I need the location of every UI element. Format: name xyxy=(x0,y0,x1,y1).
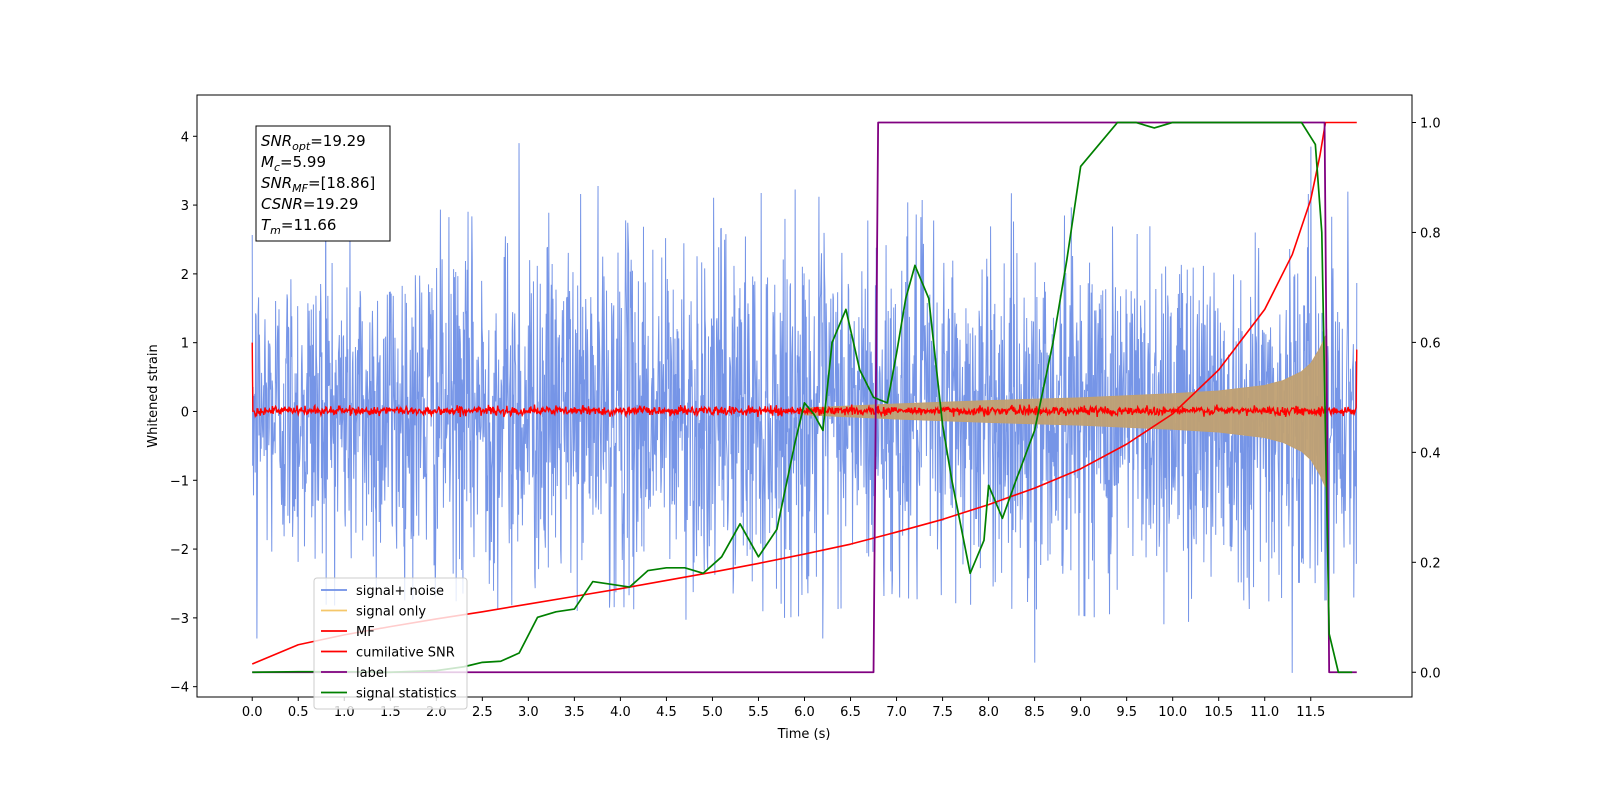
legend-label: label xyxy=(356,666,387,681)
annotation-line: CSNR=19.29 xyxy=(261,195,358,213)
x-tick-label: 5.0 xyxy=(702,705,723,720)
annotation-line: Mc=5.99 xyxy=(261,153,326,174)
x-tick-label: 7.5 xyxy=(932,705,953,720)
annotation-box: SNRopt=19.29Mc=5.99SNRMF=[18.86]CSNR=19.… xyxy=(255,125,391,242)
x-tick-label: 10.0 xyxy=(1158,705,1187,720)
x-tick-label: 6.5 xyxy=(840,705,861,720)
x-tick-label: 4.5 xyxy=(656,705,677,720)
legend-label: cumilative SNR xyxy=(356,646,455,661)
y-tick-label: 3 xyxy=(181,199,189,214)
y-tick-label: 2 xyxy=(181,268,189,283)
legend: signal+ noise signal only MF cumilative SNR… xyxy=(313,577,468,710)
y2-tick-label: 0.8 xyxy=(1420,226,1441,241)
y2-tick-label: 0.0 xyxy=(1420,666,1441,681)
series-signal-statistics xyxy=(252,121,1353,674)
x-tick-label: 0.5 xyxy=(288,705,309,720)
x-tick-label: 9.5 xyxy=(1116,705,1137,720)
annotation-line: SNRMF=[18.86] xyxy=(261,174,375,195)
legend-label: signal only xyxy=(356,605,426,620)
y-tick-label: −2 xyxy=(170,543,189,558)
x-tick-label: 7.0 xyxy=(886,705,907,720)
x-tick-label: 11.5 xyxy=(1296,705,1325,720)
x-tick-label: 4.0 xyxy=(610,705,631,720)
legend-label: MF xyxy=(356,625,375,640)
annotation-line: SNRopt=19.29 xyxy=(261,132,366,153)
x-tick-label: 11.0 xyxy=(1250,705,1279,720)
x-tick-label: 10.5 xyxy=(1204,705,1233,720)
x-tick-label: 3.0 xyxy=(518,705,539,720)
x-tick-label: 6.0 xyxy=(794,705,815,720)
series-signal-noise xyxy=(251,125,1358,673)
y2-tick-label: 0.2 xyxy=(1420,556,1441,571)
y-tick-label: −3 xyxy=(170,612,189,627)
x-tick-label: 0.0 xyxy=(242,705,263,720)
y-tick-label: −1 xyxy=(170,474,189,489)
x-axis-title: Time (s) xyxy=(777,727,831,742)
y2-tick-label: 1.0 xyxy=(1420,116,1441,131)
x-tick-label: 2.5 xyxy=(472,705,493,720)
x-tick-label: 9.0 xyxy=(1070,705,1091,720)
x-tick-label: 3.5 xyxy=(564,705,585,720)
series-label xyxy=(252,121,1357,674)
y2-tick-label: 0.6 xyxy=(1420,336,1441,351)
y-tick-label: −4 xyxy=(170,681,189,696)
y2-tick-label: 0.4 xyxy=(1420,446,1441,461)
annotation-line: Tm=11.66 xyxy=(261,216,336,237)
y-tick-label: 1 xyxy=(181,337,189,352)
x-tick-label: 8.0 xyxy=(978,705,999,720)
x-tick-label: 8.5 xyxy=(1024,705,1045,720)
x-tick-label: 5.5 xyxy=(748,705,769,720)
y-tick-label: 4 xyxy=(181,130,189,145)
legend-label: signal statistics xyxy=(356,687,457,702)
legend-label: signal+ noise xyxy=(356,584,444,599)
series-mf xyxy=(251,342,1358,419)
y-tick-label: 0 xyxy=(181,405,189,420)
y-axis-title: Whitened strain xyxy=(146,344,161,447)
